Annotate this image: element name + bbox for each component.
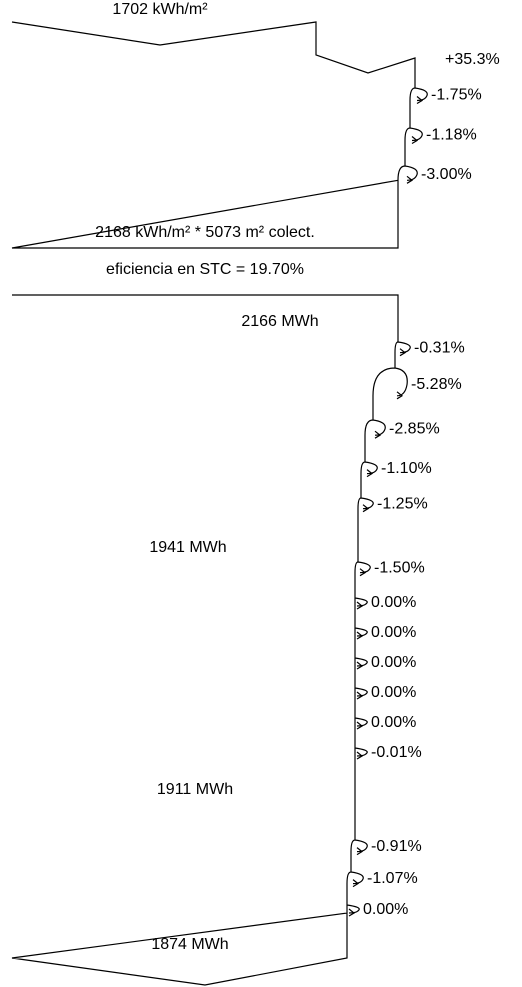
loss-arrow [411,136,419,145]
loss-label: 0.00% [371,684,416,701]
loss-arrow [416,96,424,105]
bottom-box [11,294,411,986]
efficiency: eficiencia en STC = 19.70% [106,261,304,278]
loss-label: -5.28% [411,376,462,393]
loss-label: -1.25% [377,496,428,513]
loss-label: -0.31% [414,340,465,357]
top-box [11,21,428,249]
loss-arrow [396,391,404,400]
loss-label: -1.50% [374,560,425,577]
loss-label: -3.00% [421,166,472,183]
loss-label: -1.10% [381,460,432,477]
loss-arrow [406,175,414,184]
loss-label: -1.75% [431,87,482,104]
level-label: 1874 MWh [151,936,228,953]
loss-label: 0.00% [371,624,416,641]
top-output: 2168 kWh/m² * 5073 m² colect. [95,224,315,241]
loss-arrow [374,430,382,439]
top-input: 1702 kWh/m² [112,1,208,18]
loss-label: 0.00% [371,594,416,611]
loss-label: -0.91% [371,838,422,855]
level-label: 1941 MWh [149,539,226,556]
top-gain: +35.3% [445,51,500,68]
loss-label: -2.85% [389,420,440,437]
loss-label: 0.00% [371,714,416,731]
level-label: 1911 MWh [157,781,233,798]
loss-label: -1.18% [426,127,477,144]
loss-label: -0.01% [371,744,422,761]
loss-label: 0.00% [363,901,408,918]
loss-label: 0.00% [371,654,416,671]
level-label: 2166 MWh [241,313,318,330]
loss-label: -1.07% [367,870,418,887]
